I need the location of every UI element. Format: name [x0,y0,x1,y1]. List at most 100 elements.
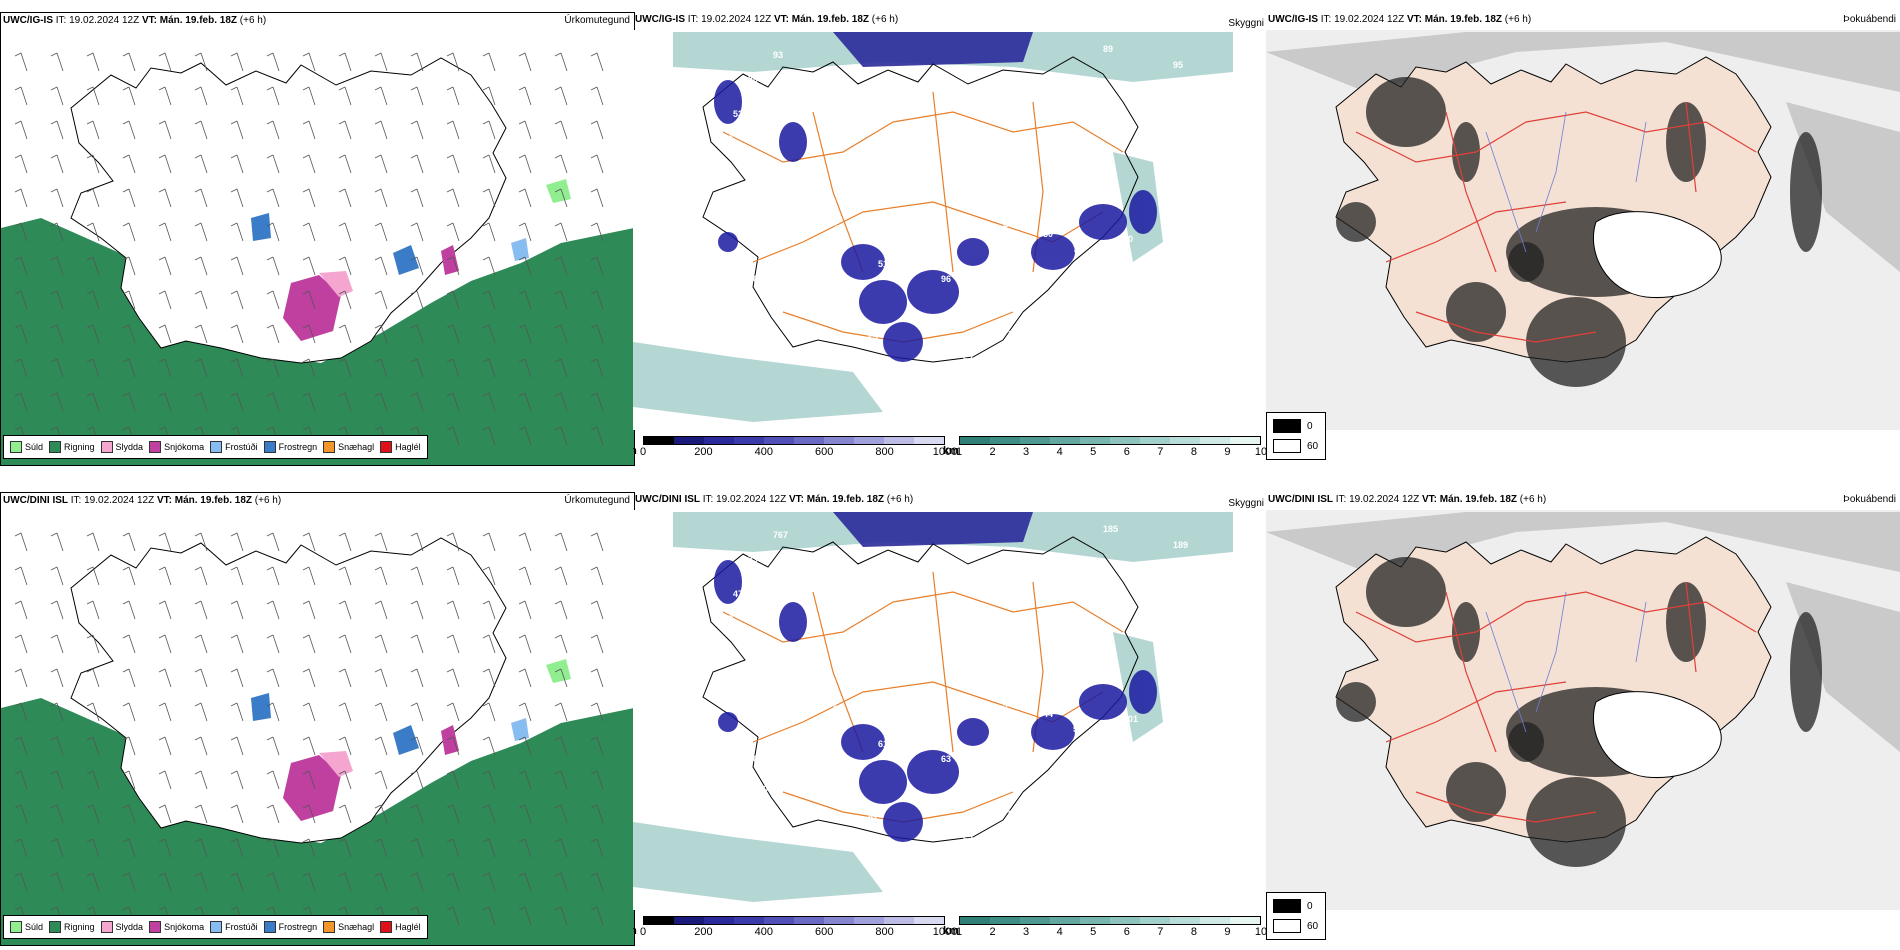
colorbar-segment [1110,437,1140,444]
cloud-base-label: 78 [738,634,748,644]
wind-barb [554,872,568,892]
wind-barb [122,600,136,620]
cloud-base-label: 101 [1123,714,1138,724]
wind-barb [590,770,604,790]
wind-barb [590,668,604,688]
cloud-base-area [1031,714,1075,750]
cloud-base-label: 185 [1103,524,1118,534]
wind-barb [302,154,316,174]
cloud-base-area [1079,684,1127,720]
wind-barb [590,120,604,140]
cloud-base-area [1129,670,1157,714]
wind-barb [482,358,496,378]
wind-barb [230,770,244,790]
cloud-visibility-canvas: 93 83 119 89 95 86 53 54 90 73 72 73 50 44 43 33 51 96 103… [633,30,1266,430]
cloud-base-label: 73 [738,154,748,164]
fog-indicator-map-row1: UWC/IG-IS IT: 19.02.2024 12Z VT: Mán. 19… [1266,12,1900,464]
colorbar-segment [1080,437,1110,444]
wind-barb [158,324,172,344]
legend-swatch [149,921,162,933]
wind-barb [122,256,136,276]
wind-barb [302,86,316,106]
wind-barb [158,838,172,858]
cloud-base-label: 93 [773,50,783,60]
cloud-base-label: 80 [993,242,1003,252]
legend-label: Haglél [395,922,421,932]
wind-barb [446,86,460,106]
colorbar-tick: 200 [694,446,713,458]
cloud-base-label: 500 [753,784,768,794]
cloud-base-colorbar: m0 200 400 600 800 1000 [633,436,957,459]
wind-barb [374,872,388,892]
cloud-base-area [718,232,738,252]
precip-map-canvas [1,52,634,465]
wind-barb [50,532,64,552]
wind-barb [86,566,100,586]
legend-label: Snæhagl [338,922,375,932]
wind-barb [302,736,316,756]
cloud-base-label: 90 [723,134,733,144]
glacier-outline [1592,691,1722,779]
wind-barb [86,736,100,756]
cloud-base-area [907,750,959,794]
wind-barb [266,358,280,378]
colorbar-segment [734,917,764,924]
road [1385,681,1567,743]
wind-barb [50,702,64,722]
wind-barb [50,256,64,276]
legend-item: Frostregn [263,921,317,933]
wind-barb [590,222,604,242]
wind-barb [302,392,316,412]
low-visibility-area [633,342,883,422]
road [812,111,864,273]
wind-barb [410,358,424,378]
wind-barb [374,770,388,790]
wind-barb [302,290,316,310]
wind-barb [50,600,64,620]
colorbar-segment [1050,437,1080,444]
legend-item: Snæhagl [323,441,374,453]
cloud-base-label: 477 [931,854,946,864]
wind-barb [374,600,388,620]
wind-barb [590,634,604,654]
cloud-base-label: 50 [1043,229,1053,239]
road [932,571,954,753]
wind-barb [446,804,460,824]
colorbar-segment [764,917,794,924]
precip-type-legend: Súld Rigning Slydda Snjókoma Frostúði Frostre… [3,915,428,939]
legend-swatch [210,921,223,933]
fog-index-key: 0 60 [1266,412,1326,460]
freezing-rain-area [251,693,271,721]
wind-barb [50,222,64,242]
map-title: UWC/DINI ISL IT: 19.02.2024 12Z VT: Mán.… [3,495,282,506]
wind-barb [482,566,496,586]
wind-barb [410,52,424,72]
wind-barb [374,634,388,654]
wind-barb [50,188,64,208]
colorbar-segment [1020,917,1050,924]
legend-label: Frostregn [278,442,318,452]
cloud-base-label: 54 [763,124,773,134]
cloud-base-label: 81 [868,814,878,824]
cloud-base-label: 90 [758,644,768,654]
cloud-base-label: 66 [933,879,943,889]
wind-barb [518,770,532,790]
colorbar-segment [1200,437,1230,444]
wind-barb [86,290,100,310]
cloud-base-label: 53 [733,109,743,119]
wind-barb [338,532,352,552]
panel-type-label: Þokuábendi [1843,14,1896,25]
snow-area [283,275,341,341]
legend-swatch [323,441,336,453]
wind-barb [122,120,136,140]
cloud-base-label: 767 [773,530,788,540]
wind-barb [266,736,280,756]
cloud-base-label: 60 [1123,234,1133,244]
wind-barb [86,600,100,620]
wind-barb [50,736,64,756]
wind-barb [554,256,568,276]
cloud-base-label: 68 [753,754,763,764]
wind-barb [518,52,532,72]
wind-barb [482,532,496,552]
cloud-base-label: 56 [981,326,991,336]
